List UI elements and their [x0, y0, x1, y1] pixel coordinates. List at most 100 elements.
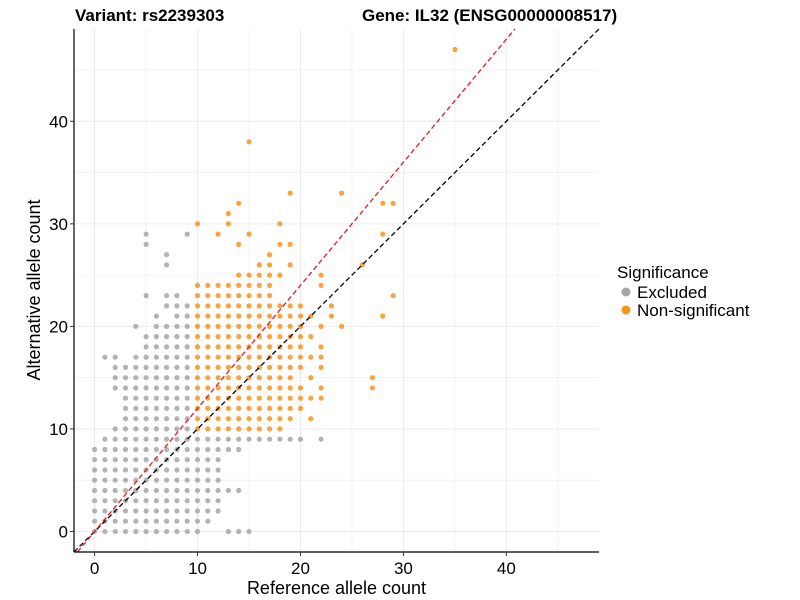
point-excluded	[102, 446, 108, 453]
point-non-significant	[267, 334, 273, 340]
point-excluded	[164, 303, 170, 309]
point-non-significant	[256, 282, 262, 288]
point-non-significant	[287, 241, 293, 247]
data-points	[92, 46, 458, 535]
point-non-significant	[194, 334, 201, 340]
point-excluded	[112, 385, 118, 391]
point-non-significant	[215, 395, 221, 401]
point-non-significant	[277, 334, 283, 340]
point-non-significant	[267, 416, 273, 422]
point-excluded	[184, 518, 190, 524]
point-excluded	[122, 467, 129, 473]
axes	[73, 29, 599, 553]
point-non-significant	[236, 334, 242, 340]
x-tick-label: 20	[291, 559, 310, 578]
point-non-significant	[277, 395, 283, 401]
point-non-significant	[318, 354, 324, 360]
point-excluded	[143, 528, 149, 535]
point-excluded	[164, 426, 170, 432]
point-non-significant	[246, 364, 252, 370]
point-non-significant	[236, 323, 242, 329]
point-excluded	[164, 446, 170, 453]
point-non-significant	[390, 293, 396, 299]
point-non-significant	[256, 272, 262, 278]
point-excluded	[122, 446, 129, 453]
point-excluded	[143, 436, 149, 442]
point-non-significant	[225, 405, 231, 411]
point-excluded	[143, 508, 149, 514]
x-axis-title: Reference allele count	[247, 578, 426, 598]
point-non-significant	[205, 323, 211, 329]
point-non-significant	[225, 303, 231, 309]
point-excluded	[184, 405, 190, 411]
point-excluded	[205, 518, 211, 524]
point-excluded	[153, 518, 159, 524]
point-non-significant	[297, 313, 304, 319]
point-excluded	[194, 467, 201, 473]
point-excluded	[112, 426, 118, 432]
point-non-significant	[308, 334, 314, 340]
point-excluded	[143, 293, 149, 299]
point-non-significant	[277, 313, 283, 319]
point-excluded	[164, 385, 170, 391]
point-non-significant	[205, 282, 211, 288]
point-non-significant	[194, 344, 201, 350]
point-non-significant	[205, 375, 211, 381]
point-excluded	[174, 416, 180, 422]
point-excluded	[184, 354, 190, 360]
point-excluded	[122, 528, 129, 535]
point-non-significant	[267, 282, 273, 288]
point-non-significant	[287, 395, 293, 401]
point-excluded	[102, 467, 108, 473]
point-excluded	[112, 354, 118, 360]
legend: Significance Excluded Non-significant	[617, 263, 750, 320]
point-non-significant	[225, 313, 231, 319]
point-excluded	[184, 528, 190, 535]
point-non-significant	[194, 323, 201, 329]
point-excluded	[267, 436, 273, 442]
point-excluded	[133, 323, 139, 329]
title-variant: Variant: rs2239303	[75, 6, 224, 25]
point-excluded	[174, 498, 180, 504]
point-excluded	[133, 467, 139, 473]
point-excluded	[174, 354, 180, 360]
point-non-significant	[287, 344, 293, 350]
point-excluded	[122, 385, 129, 391]
point-excluded	[184, 477, 190, 483]
point-excluded	[164, 498, 170, 504]
point-excluded	[153, 487, 159, 494]
point-non-significant	[267, 313, 273, 319]
point-excluded	[194, 528, 201, 535]
point-excluded	[215, 487, 221, 494]
point-non-significant	[267, 426, 273, 432]
point-non-significant	[246, 272, 252, 278]
point-non-significant	[256, 323, 262, 329]
point-excluded	[143, 457, 149, 463]
point-non-significant	[277, 426, 283, 432]
x-tick-label: 10	[188, 559, 207, 578]
point-excluded	[184, 426, 190, 432]
point-excluded	[174, 364, 180, 370]
point-excluded	[215, 436, 221, 442]
point-non-significant	[236, 405, 242, 411]
point-excluded	[246, 528, 252, 535]
point-excluded	[92, 477, 98, 483]
point-non-significant	[380, 231, 386, 237]
point-excluded	[112, 457, 118, 463]
legend-excluded-swatch	[621, 287, 631, 297]
point-non-significant	[267, 364, 273, 370]
point-excluded	[122, 426, 129, 432]
point-non-significant	[236, 303, 242, 309]
point-excluded	[164, 354, 170, 360]
x-tick-label: 30	[394, 559, 413, 578]
point-excluded	[215, 467, 221, 473]
point-non-significant	[256, 416, 262, 422]
point-non-significant	[256, 395, 262, 401]
point-excluded	[174, 395, 180, 401]
point-non-significant	[380, 313, 386, 319]
point-non-significant	[205, 385, 211, 391]
point-non-significant	[205, 426, 211, 432]
y-tick-label: 0	[59, 522, 68, 541]
point-non-significant	[256, 405, 262, 411]
point-non-significant	[194, 375, 201, 381]
